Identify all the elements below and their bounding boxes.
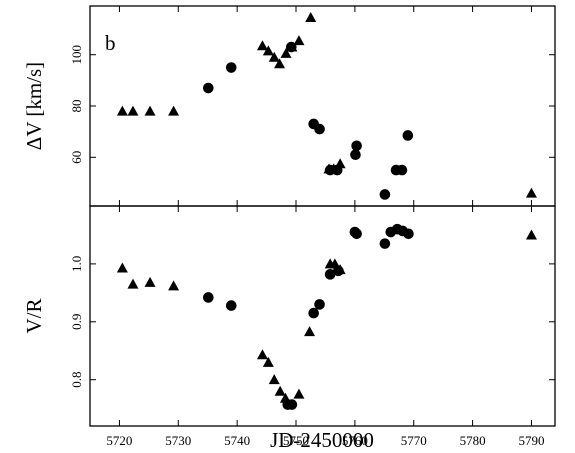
x-axis-title: JD-2450000 (270, 428, 374, 452)
top-circle-point (402, 130, 414, 141)
top-triangle-point (127, 105, 139, 116)
bottom-circle-point (324, 269, 336, 280)
bottom-circle-point (225, 300, 237, 311)
bottom-circle-point (351, 228, 362, 240)
top-triangle-point (268, 51, 280, 62)
panel-label: b (105, 31, 116, 55)
bottom-triangle-point (293, 388, 305, 399)
top-triangle-point (274, 58, 286, 69)
top-circle-point (286, 41, 297, 53)
bottom-triangle-point (262, 356, 274, 367)
bottom-x-tick-label: 5740 (224, 433, 250, 448)
bottom-triangle-point (116, 262, 128, 273)
top-circle-point (351, 140, 362, 152)
top-triangle-point (293, 35, 305, 46)
bottom-x-tick-label: 5760 (342, 433, 368, 448)
bottom-y-axis-title: V/R (22, 298, 46, 333)
bottom-circle-point (333, 265, 344, 277)
bottom-y-tick-label: 0.9 (69, 314, 84, 330)
bottom-x-tick-label: 5730 (165, 433, 191, 448)
top-triangle-point (144, 105, 156, 116)
top-circle-point (203, 82, 214, 94)
top-triangle-point (525, 187, 537, 198)
top-circle-point (314, 123, 325, 135)
bottom-triangle-point (274, 385, 286, 396)
bottom-y-tick-label: 1.0 (69, 256, 84, 272)
bottom-x-tick-label: 5790 (518, 433, 544, 448)
bottom-circle-point (379, 238, 391, 249)
top-circle-point (396, 164, 408, 176)
top-triangle-point (116, 105, 128, 116)
bottom-circle-point (308, 307, 319, 319)
top-circle-point (225, 62, 237, 73)
bottom-x-tick-label: 5750 (283, 433, 309, 448)
bottom-panel-frame (89, 205, 556, 427)
bottom-triangle-point (304, 326, 316, 337)
top-circle-point (379, 189, 391, 200)
bottom-y-tick-label: 0.8 (69, 372, 84, 388)
bottom-triangle-point (127, 278, 139, 289)
top-triangle-point (280, 47, 292, 58)
top-triangle-point (168, 105, 180, 116)
top-triangle-point (305, 12, 317, 23)
bottom-triangle-point (144, 276, 156, 287)
top-triangle-point (262, 45, 274, 56)
top-y-tick-label: 60 (69, 151, 84, 164)
bottom-panel-marks: 5720 5730 5740 5750 5760 5770 5780 5790 0.8 0.9 1.… (69, 206, 555, 448)
top-panel-frame (89, 5, 556, 207)
bottom-x-tick-label: 5780 (460, 433, 486, 448)
bottom-circle-point (403, 228, 414, 240)
top-y-axis-title: ΔV [km/s] (22, 62, 46, 150)
bottom-triangle-point (268, 374, 280, 385)
top-circle-point (331, 164, 343, 176)
bottom-circle-point (203, 292, 214, 303)
bottom-x-tick-label: 5720 (106, 433, 132, 448)
bottom-x-tick-label: 5770 (401, 433, 427, 448)
bottom-circle-point (286, 399, 298, 410)
top-triangle-point (256, 40, 268, 51)
bottom-triangle-point (256, 349, 268, 360)
top-circle-point (350, 149, 361, 161)
bottom-circle-point (314, 299, 325, 310)
bottom-triangle-point (525, 229, 537, 240)
top-y-tick-label: 100 (69, 45, 84, 65)
bottom-triangle-point (168, 280, 180, 291)
top-y-tick-label: 80 (69, 100, 84, 113)
top-panel-marks: 60 80 100 (69, 6, 555, 206)
